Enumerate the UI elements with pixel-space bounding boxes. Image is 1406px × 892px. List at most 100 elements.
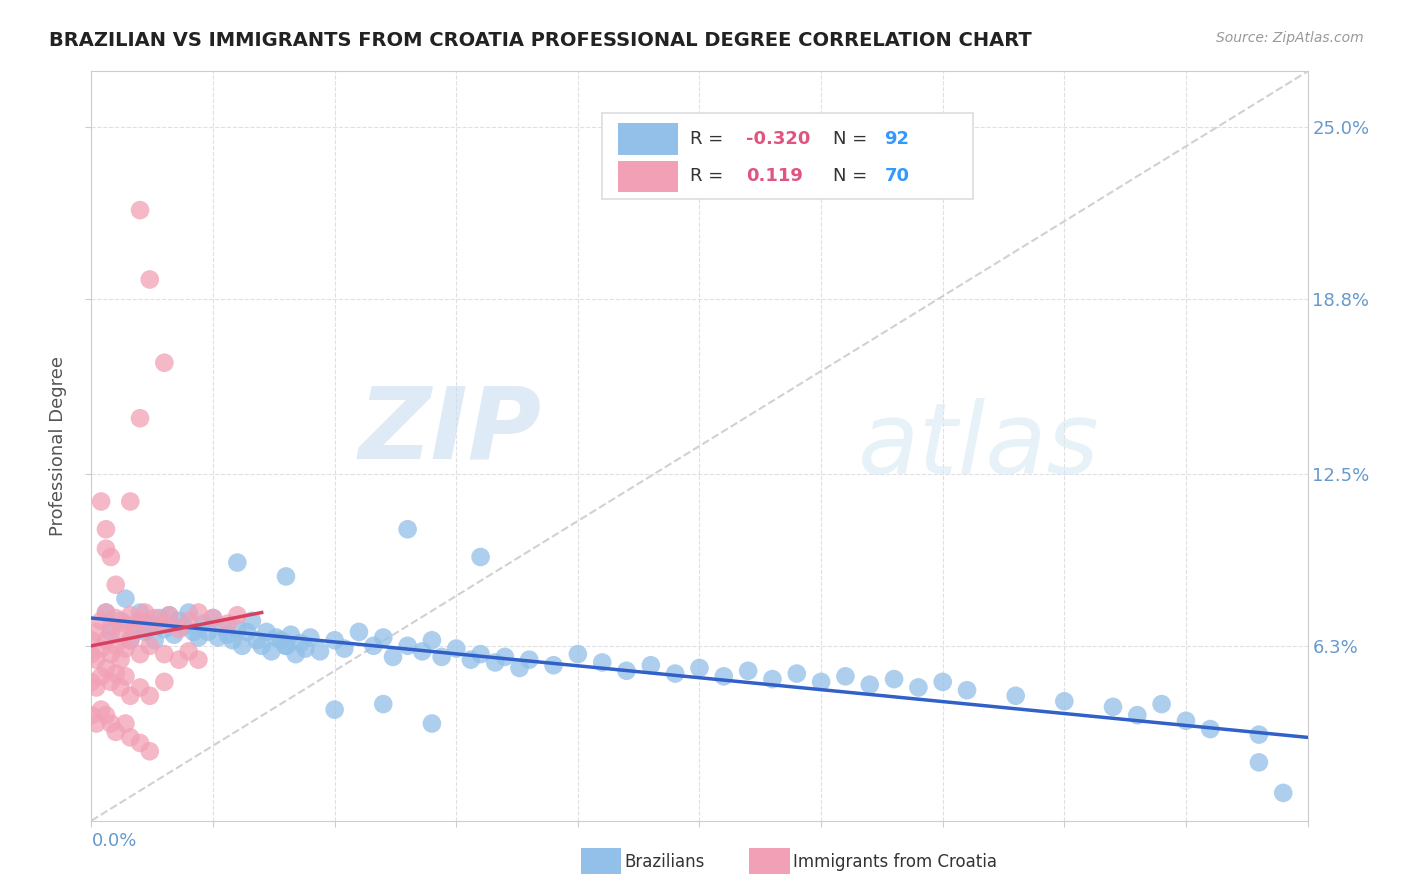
Point [260, 644, 283, 658]
Point [221, 633, 243, 648]
Text: atlas: atlas [858, 398, 1099, 494]
Point [323, 703, 346, 717]
Point [250, 639, 273, 653]
FancyBboxPatch shape [619, 123, 678, 154]
Point [274, 639, 297, 653]
Point [124, 619, 146, 633]
Point [1175, 714, 1198, 728]
Point [90, 641, 112, 656]
Point [129, 203, 152, 218]
Point [494, 649, 516, 664]
Point [94, 522, 117, 536]
Point [202, 611, 225, 625]
Point [193, 616, 215, 631]
Point [470, 549, 492, 564]
FancyBboxPatch shape [602, 112, 973, 199]
Point [104, 578, 127, 592]
Point [411, 644, 433, 658]
Point [274, 639, 297, 653]
Point [167, 653, 190, 667]
Point [444, 641, 467, 656]
Point [786, 666, 808, 681]
Point [157, 608, 180, 623]
Point [470, 647, 492, 661]
Text: Source: ZipAtlas.com: Source: ZipAtlas.com [1216, 31, 1364, 45]
Y-axis label: Professional Degree: Professional Degree [49, 356, 67, 536]
Point [153, 622, 176, 636]
Text: -0.320: -0.320 [745, 130, 810, 148]
Point [153, 616, 176, 631]
Point [153, 647, 176, 661]
Point [396, 522, 419, 536]
Point [688, 661, 710, 675]
Point [373, 697, 395, 711]
Point [591, 656, 613, 670]
Point [100, 674, 122, 689]
Point [616, 664, 638, 678]
Point [1053, 694, 1076, 708]
Point [167, 622, 190, 636]
Point [177, 614, 200, 628]
Point [217, 616, 239, 631]
Point [80, 633, 103, 648]
Point [382, 649, 405, 664]
Point [567, 647, 589, 661]
Point [859, 678, 882, 692]
Point [246, 633, 269, 648]
Point [143, 633, 166, 648]
Point [484, 656, 506, 670]
Point [114, 641, 136, 656]
Point [94, 606, 117, 620]
Text: 0.0%: 0.0% [91, 832, 136, 850]
Point [187, 606, 209, 620]
Point [114, 716, 136, 731]
Point [373, 631, 395, 645]
Point [236, 624, 259, 639]
Text: R =: R = [690, 130, 728, 148]
Point [148, 611, 170, 625]
Text: N =: N = [834, 168, 873, 186]
Point [1247, 756, 1270, 770]
Point [761, 672, 783, 686]
Point [90, 703, 112, 717]
Point [94, 661, 117, 675]
Point [333, 641, 356, 656]
Point [110, 653, 132, 667]
Point [104, 666, 127, 681]
Point [80, 674, 103, 689]
Point [280, 628, 302, 642]
Point [153, 674, 176, 689]
Point [84, 681, 107, 695]
Point [100, 619, 122, 633]
Point [284, 647, 307, 661]
Point [120, 731, 142, 745]
Point [183, 624, 205, 639]
Point [167, 614, 190, 628]
Point [94, 606, 117, 620]
Point [129, 681, 152, 695]
Point [90, 494, 112, 508]
Point [120, 689, 142, 703]
Point [202, 611, 225, 625]
Point [309, 644, 332, 658]
Point [120, 633, 142, 648]
Point [430, 649, 453, 664]
Text: N =: N = [834, 130, 873, 148]
Point [1247, 728, 1270, 742]
Point [256, 624, 278, 639]
Point [84, 624, 107, 639]
Point [110, 624, 132, 639]
Point [1199, 722, 1222, 736]
Point [187, 631, 209, 645]
Point [294, 641, 316, 656]
Text: 0.119: 0.119 [745, 168, 803, 186]
Point [173, 619, 195, 633]
Point [129, 647, 152, 661]
Point [94, 708, 117, 723]
Text: ZIP: ZIP [359, 383, 541, 480]
Point [931, 674, 953, 689]
Point [104, 639, 127, 653]
Point [396, 639, 419, 653]
Point [323, 633, 346, 648]
Point [543, 658, 565, 673]
